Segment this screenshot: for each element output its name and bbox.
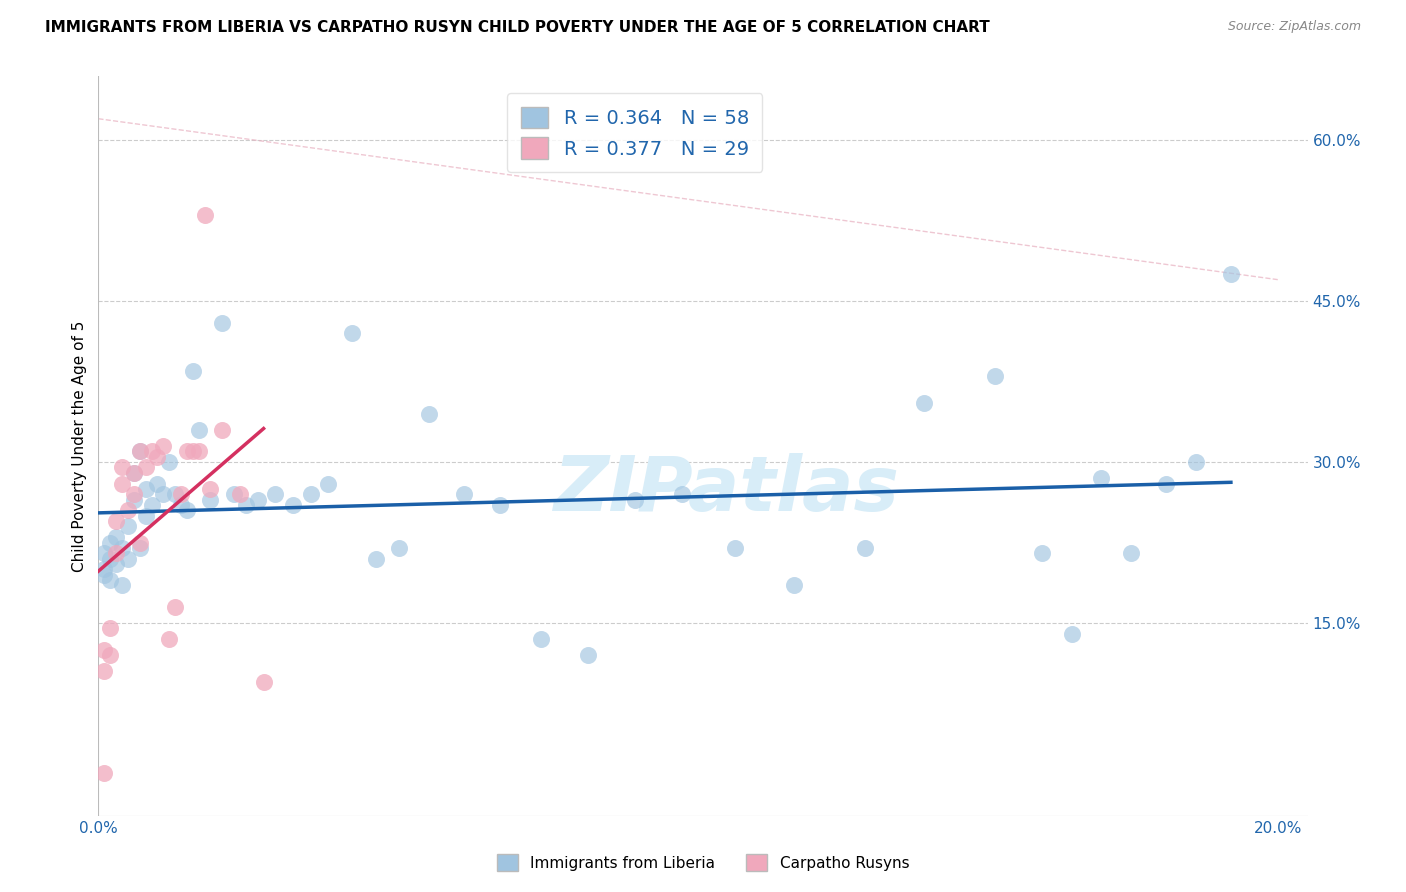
Point	[93, 643, 115, 657]
Point	[135, 460, 157, 475]
Point	[453, 487, 475, 501]
Text: ZIPatlas: ZIPatlas	[554, 453, 900, 527]
Point	[318, 476, 340, 491]
Point	[93, 562, 115, 576]
Point	[122, 466, 145, 480]
Point	[1031, 546, 1053, 560]
Point	[117, 503, 139, 517]
Point	[488, 498, 510, 512]
Point	[170, 487, 193, 501]
Point	[93, 567, 115, 582]
Point	[170, 498, 193, 512]
Point	[117, 519, 139, 533]
Point	[122, 466, 145, 480]
Point	[364, 551, 387, 566]
Point	[624, 492, 647, 507]
Point	[98, 551, 121, 566]
Point	[105, 546, 128, 560]
Point	[152, 487, 174, 501]
Point	[187, 423, 209, 437]
Point	[235, 498, 257, 512]
Point	[128, 444, 150, 458]
Point	[211, 423, 233, 437]
Text: IMMIGRANTS FROM LIBERIA VS CARPATHO RUSYN CHILD POVERTY UNDER THE AGE OF 5 CORRE: IMMIGRANTS FROM LIBERIA VS CARPATHO RUSY…	[45, 20, 990, 35]
Text: Source: ZipAtlas.com: Source: ZipAtlas.com	[1227, 20, 1361, 33]
Point	[105, 530, 128, 544]
Point	[176, 444, 198, 458]
Point	[98, 648, 121, 663]
Point	[418, 407, 440, 421]
Point	[105, 557, 128, 571]
Point	[576, 648, 599, 663]
Legend: R = 0.364   N = 58, R = 0.377   N = 29: R = 0.364 N = 58, R = 0.377 N = 29	[508, 93, 762, 172]
Point	[93, 665, 115, 679]
Point	[111, 578, 134, 592]
Point	[1060, 627, 1083, 641]
Point	[264, 487, 287, 501]
Point	[111, 476, 134, 491]
Point	[111, 460, 134, 475]
Point	[135, 482, 157, 496]
Point	[912, 396, 935, 410]
Point	[181, 364, 204, 378]
Point	[388, 541, 411, 555]
Point	[105, 514, 128, 528]
Point	[141, 498, 163, 512]
Point	[141, 444, 163, 458]
Point	[299, 487, 322, 501]
Point	[117, 551, 139, 566]
Point	[222, 487, 245, 501]
Point	[187, 444, 209, 458]
Point	[111, 541, 134, 555]
Point	[724, 541, 747, 555]
Point	[122, 487, 145, 501]
Point	[165, 487, 187, 501]
Point	[340, 326, 363, 341]
Point	[135, 508, 157, 523]
Point	[211, 316, 233, 330]
Point	[194, 208, 217, 222]
Point	[98, 535, 121, 549]
Point	[181, 444, 204, 458]
Point	[93, 766, 115, 780]
Point	[783, 578, 806, 592]
Point	[176, 503, 198, 517]
Point	[146, 450, 169, 464]
Point	[152, 439, 174, 453]
Point	[98, 573, 121, 587]
Point	[122, 492, 145, 507]
Point	[281, 498, 304, 512]
Point	[128, 541, 150, 555]
Point	[98, 621, 121, 635]
Point	[93, 546, 115, 560]
Y-axis label: Child Poverty Under the Age of 5: Child Poverty Under the Age of 5	[72, 320, 87, 572]
Legend: Immigrants from Liberia, Carpatho Rusyns: Immigrants from Liberia, Carpatho Rusyns	[491, 848, 915, 877]
Point	[200, 482, 222, 496]
Point	[200, 492, 222, 507]
Point	[853, 541, 876, 555]
Point	[1219, 268, 1241, 282]
Point	[1119, 546, 1142, 560]
Point	[128, 535, 150, 549]
Point	[157, 632, 180, 647]
Point	[1154, 476, 1177, 491]
Point	[1090, 471, 1112, 485]
Point	[128, 444, 150, 458]
Point	[530, 632, 553, 647]
Point	[246, 492, 269, 507]
Point	[146, 476, 169, 491]
Point	[165, 599, 187, 614]
Point	[1184, 455, 1206, 469]
Point	[252, 675, 274, 690]
Point	[157, 455, 180, 469]
Point	[671, 487, 693, 501]
Point	[984, 369, 1007, 384]
Point	[229, 487, 252, 501]
